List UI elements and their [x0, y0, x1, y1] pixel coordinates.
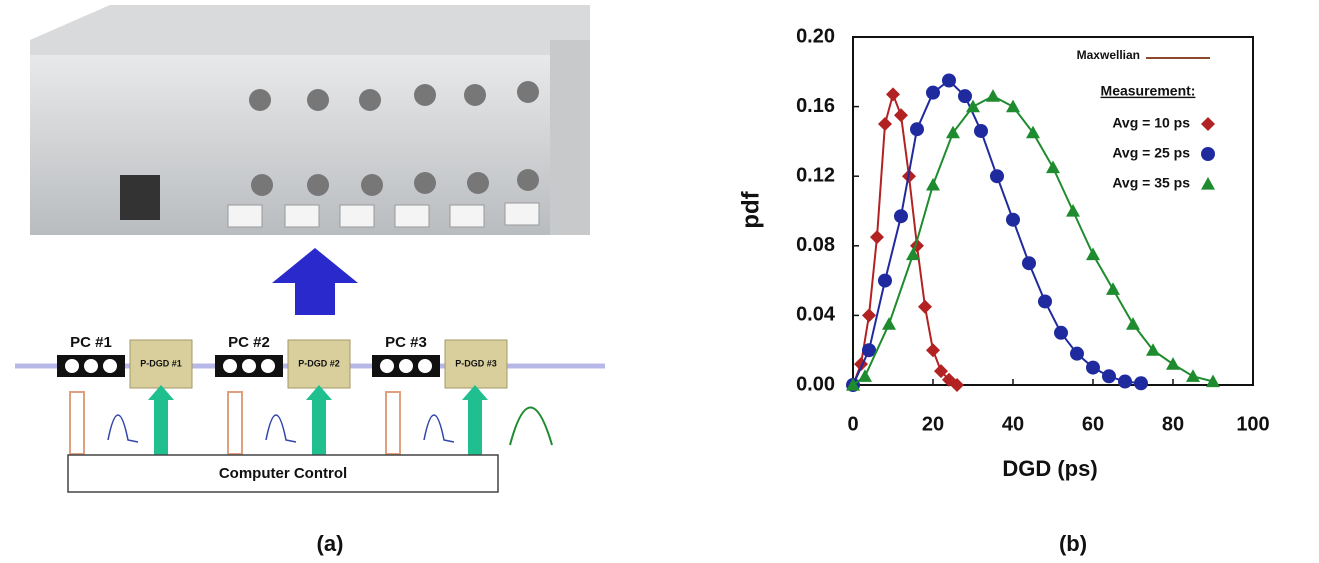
figure: (a) (b) Computer Control DGD (ps) pdf PC…	[0, 0, 1319, 558]
pc-label: PC #3	[385, 334, 427, 351]
marker	[942, 74, 956, 88]
marker	[1166, 357, 1180, 370]
fit-line	[853, 81, 1141, 386]
legend-label: Avg = 25 ps	[1112, 145, 1190, 161]
x-tick-label: 40	[1002, 413, 1024, 435]
x-tick-label: 20	[922, 413, 944, 435]
fit-line	[853, 94, 957, 385]
marker	[1102, 369, 1116, 383]
caption-a: (a)	[317, 531, 344, 556]
y-tick-label: 0.16	[796, 95, 835, 117]
marker	[878, 117, 892, 131]
marker	[870, 230, 884, 244]
marker	[974, 124, 988, 138]
marker	[878, 274, 892, 288]
caption-b: (b)	[1059, 531, 1087, 556]
marker	[986, 89, 1000, 102]
dgd-label: P-DGD #1	[140, 358, 182, 368]
marker	[862, 308, 876, 322]
pc-label: PC #2	[228, 334, 270, 351]
marker	[926, 178, 940, 191]
marker	[1046, 161, 1060, 174]
y-tick-label: 0.04	[796, 304, 836, 326]
device-photo	[30, 5, 590, 235]
marker	[1118, 375, 1132, 389]
marker	[918, 300, 932, 314]
marker	[894, 209, 908, 223]
x-tick-label: 0	[847, 413, 858, 435]
legend-marker	[1201, 117, 1215, 131]
y-tick-label: 0.20	[796, 25, 835, 47]
y-axis-label: pdf	[737, 190, 764, 228]
dgd-label: P-DGD #3	[455, 358, 497, 368]
marker	[1054, 326, 1068, 340]
legend-marker	[1201, 177, 1215, 190]
marker	[926, 86, 940, 100]
marker	[1070, 347, 1084, 361]
marker	[990, 169, 1004, 183]
fit-line	[853, 96, 1213, 385]
y-tick-label: 0.08	[796, 234, 835, 256]
control-label: Computer Control	[219, 465, 347, 482]
marker	[1186, 369, 1200, 382]
x-axis-label: DGD (ps)	[1002, 456, 1097, 481]
marker	[1006, 213, 1020, 227]
y-tick-label: 0.00	[796, 373, 835, 395]
y-tick-label: 0.12	[796, 164, 835, 186]
marker	[1086, 248, 1100, 261]
pc-label: PC #1	[70, 334, 112, 351]
marker	[886, 87, 900, 101]
legend-label: Avg = 10 ps	[1112, 115, 1190, 131]
marker	[1086, 361, 1100, 375]
legend-label: Avg = 35 ps	[1112, 175, 1190, 191]
x-tick-label: 100	[1236, 413, 1269, 435]
marker	[1106, 282, 1120, 295]
marker	[1038, 294, 1052, 308]
marker	[958, 89, 972, 103]
marker	[1134, 376, 1148, 390]
dgd-label: P-DGD #2	[298, 358, 340, 368]
marker	[1006, 100, 1020, 113]
legend-marker	[1201, 147, 1215, 161]
marker	[910, 122, 924, 136]
marker	[894, 108, 908, 122]
marker	[1066, 204, 1080, 217]
marker	[1022, 256, 1036, 270]
marker	[882, 317, 896, 330]
marker	[926, 343, 940, 357]
x-tick-label: 60	[1082, 413, 1104, 435]
x-tick-label: 80	[1162, 413, 1184, 435]
marker	[1126, 317, 1140, 330]
up-arrow	[272, 248, 358, 315]
legend-fit-label: Maxwellian	[1077, 48, 1140, 62]
legend-title: Measurement:	[1101, 83, 1196, 99]
